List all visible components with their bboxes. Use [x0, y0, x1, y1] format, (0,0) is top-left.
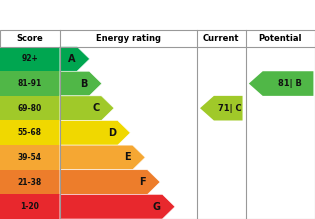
Text: 55-68: 55-68	[18, 128, 42, 137]
Text: Score: Score	[17, 34, 43, 42]
Text: C: C	[93, 103, 100, 113]
Polygon shape	[249, 71, 313, 96]
Polygon shape	[60, 96, 114, 120]
Text: Current: Current	[203, 34, 239, 42]
Text: E: E	[124, 152, 131, 162]
Text: D: D	[108, 128, 116, 138]
Text: F: F	[139, 177, 146, 187]
Bar	[0, 96, 60, 120]
Text: 69-80: 69-80	[18, 104, 42, 113]
Text: 92+: 92+	[21, 55, 38, 64]
Text: Energy Efficiency Rating: Energy Efficiency Rating	[4, 8, 166, 21]
Bar	[0, 120, 60, 145]
Bar	[0, 170, 60, 194]
Polygon shape	[200, 96, 243, 120]
Text: Potential: Potential	[259, 34, 302, 42]
Bar	[0, 194, 60, 219]
Bar	[0, 47, 60, 71]
Polygon shape	[60, 170, 160, 194]
Text: 81-91: 81-91	[18, 79, 42, 88]
Text: G: G	[153, 202, 161, 212]
Text: 81| B: 81| B	[278, 79, 301, 88]
Polygon shape	[60, 120, 130, 145]
Text: 21-38: 21-38	[18, 178, 42, 187]
Bar	[0, 145, 60, 170]
Polygon shape	[60, 145, 145, 170]
Polygon shape	[60, 194, 175, 219]
Polygon shape	[60, 47, 90, 71]
Text: B: B	[80, 79, 88, 88]
Text: 71| C: 71| C	[218, 104, 242, 113]
Bar	[0, 71, 60, 96]
Text: 1-20: 1-20	[20, 202, 39, 211]
Text: 39-54: 39-54	[18, 153, 42, 162]
Polygon shape	[60, 71, 102, 96]
Text: A: A	[68, 54, 76, 64]
Text: Energy rating: Energy rating	[96, 34, 161, 42]
